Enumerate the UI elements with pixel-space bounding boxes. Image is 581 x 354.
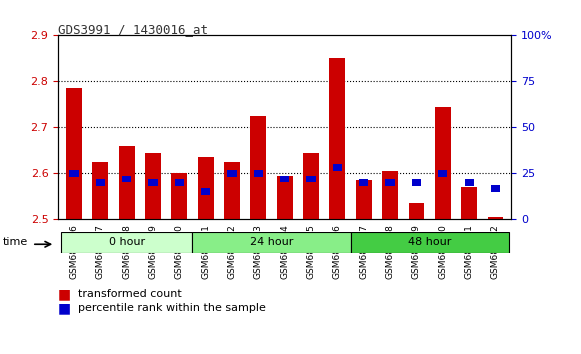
Text: 48 hour: 48 hour xyxy=(408,238,451,247)
Bar xyxy=(250,116,266,219)
Bar xyxy=(119,146,135,219)
Bar xyxy=(306,176,315,182)
Bar xyxy=(227,170,236,177)
Bar xyxy=(122,176,131,182)
Bar xyxy=(175,179,184,186)
Bar xyxy=(356,181,372,219)
Bar xyxy=(385,179,394,186)
Bar xyxy=(303,153,319,219)
Bar xyxy=(435,107,451,219)
Bar xyxy=(491,185,500,192)
Text: GDS3991 / 1430016_at: GDS3991 / 1430016_at xyxy=(58,23,208,36)
FancyBboxPatch shape xyxy=(61,232,192,253)
Bar xyxy=(92,162,108,219)
Bar xyxy=(224,162,240,219)
Bar xyxy=(69,170,78,177)
Bar xyxy=(359,179,368,186)
Text: percentile rank within the sample: percentile rank within the sample xyxy=(78,303,266,313)
Bar xyxy=(382,171,398,219)
Bar xyxy=(465,179,474,186)
Bar xyxy=(198,158,214,219)
FancyBboxPatch shape xyxy=(350,232,508,253)
Text: time: time xyxy=(3,238,28,247)
Bar xyxy=(277,176,293,219)
Bar xyxy=(148,179,157,186)
Text: transformed count: transformed count xyxy=(78,289,182,299)
Bar xyxy=(254,170,263,177)
FancyBboxPatch shape xyxy=(192,232,350,253)
Bar xyxy=(329,58,345,219)
Bar xyxy=(201,188,210,195)
Bar xyxy=(461,187,477,219)
Bar xyxy=(333,165,342,171)
Bar xyxy=(96,179,105,186)
Text: 24 hour: 24 hour xyxy=(250,238,293,247)
Bar xyxy=(66,88,82,219)
Bar xyxy=(280,176,289,182)
Text: 0 hour: 0 hour xyxy=(109,238,145,247)
Bar xyxy=(171,173,187,219)
Text: ■: ■ xyxy=(58,301,71,315)
Text: ■: ■ xyxy=(58,287,71,301)
Bar xyxy=(412,179,421,186)
Bar xyxy=(408,203,424,219)
Bar xyxy=(438,170,447,177)
Bar xyxy=(145,153,161,219)
Bar xyxy=(487,217,503,219)
